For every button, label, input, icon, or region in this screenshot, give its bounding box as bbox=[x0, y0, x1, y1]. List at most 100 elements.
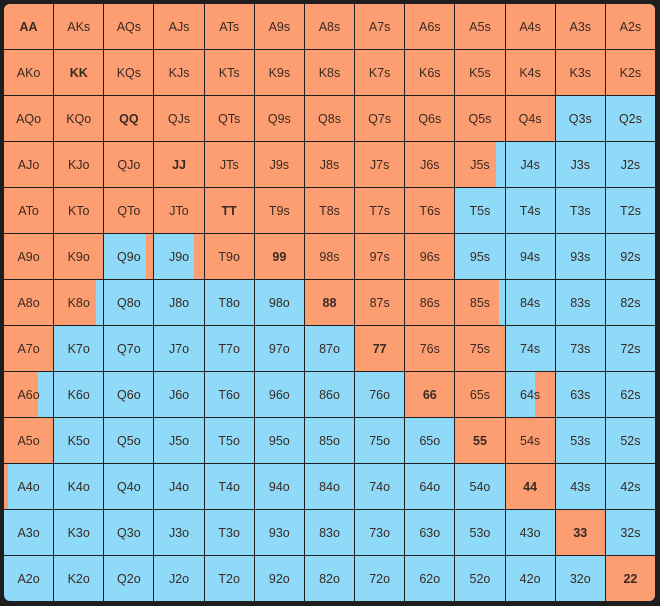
hand-cell-93s[interactable]: 93s bbox=[555, 234, 605, 279]
hand-cell-q4o[interactable]: Q4o bbox=[104, 464, 154, 509]
hand-cell-33[interactable]: 33 bbox=[555, 510, 605, 555]
hand-cell-72s[interactable]: 72s bbox=[605, 326, 655, 371]
hand-cell-93o[interactable]: 93o bbox=[254, 510, 304, 555]
hand-cell-kjo[interactable]: KJo bbox=[54, 142, 104, 187]
hand-cell-85o[interactable]: 85o bbox=[304, 418, 355, 463]
hand-cell-55[interactable]: 55 bbox=[455, 418, 505, 463]
hand-cell-82s[interactable]: 82s bbox=[605, 280, 655, 325]
hand-cell-a5s[interactable]: A5s bbox=[455, 4, 505, 49]
hand-cell-k2s[interactable]: K2s bbox=[605, 50, 655, 95]
hand-cell-a2o[interactable]: A2o bbox=[4, 556, 54, 601]
hand-cell-84o[interactable]: 84o bbox=[304, 464, 355, 509]
hand-cell-qts[interactable]: QTs bbox=[204, 96, 254, 141]
hand-cell-77[interactable]: 77 bbox=[355, 326, 405, 371]
hand-cell-74o[interactable]: 74o bbox=[355, 464, 405, 509]
hand-cell-65o[interactable]: 65o bbox=[405, 418, 455, 463]
hand-cell-k8s[interactable]: K8s bbox=[304, 50, 355, 95]
hand-cell-qjs[interactable]: QJs bbox=[154, 96, 204, 141]
hand-cell-99[interactable]: 99 bbox=[254, 234, 304, 279]
hand-cell-k5s[interactable]: K5s bbox=[455, 50, 505, 95]
hand-cell-jj[interactable]: JJ bbox=[154, 142, 204, 187]
hand-cell-qjo[interactable]: QJo bbox=[104, 142, 154, 187]
hand-cell-aa[interactable]: AA bbox=[4, 4, 54, 49]
hand-cell-85s[interactable]: 85s bbox=[455, 280, 505, 325]
hand-cell-42s[interactable]: 42s bbox=[605, 464, 655, 509]
hand-cell-62o[interactable]: 62o bbox=[405, 556, 455, 601]
hand-cell-j4o[interactable]: J4o bbox=[154, 464, 204, 509]
hand-cell-t8s[interactable]: T8s bbox=[304, 188, 355, 233]
hand-cell-kto[interactable]: KTo bbox=[54, 188, 104, 233]
hand-cell-53o[interactable]: 53o bbox=[455, 510, 505, 555]
hand-cell-t6s[interactable]: T6s bbox=[405, 188, 455, 233]
hand-cell-k4s[interactable]: K4s bbox=[505, 50, 555, 95]
hand-cell-a4o[interactable]: A4o bbox=[4, 464, 54, 509]
hand-cell-q5s[interactable]: Q5s bbox=[455, 96, 505, 141]
hand-cell-73s[interactable]: 73s bbox=[555, 326, 605, 371]
hand-cell-t2s[interactable]: T2s bbox=[605, 188, 655, 233]
hand-cell-q3o[interactable]: Q3o bbox=[104, 510, 154, 555]
hand-cell-52s[interactable]: 52s bbox=[605, 418, 655, 463]
hand-cell-k7o[interactable]: K7o bbox=[54, 326, 104, 371]
hand-cell-83s[interactable]: 83s bbox=[555, 280, 605, 325]
hand-cell-j9s[interactable]: J9s bbox=[254, 142, 304, 187]
hand-cell-a3s[interactable]: A3s bbox=[555, 4, 605, 49]
hand-cell-a8s[interactable]: A8s bbox=[304, 4, 355, 49]
hand-cell-63o[interactable]: 63o bbox=[405, 510, 455, 555]
hand-cell-54s[interactable]: 54s bbox=[505, 418, 555, 463]
hand-cell-76s[interactable]: 76s bbox=[405, 326, 455, 371]
hand-cell-kk[interactable]: KK bbox=[54, 50, 104, 95]
hand-cell-94o[interactable]: 94o bbox=[254, 464, 304, 509]
hand-cell-42o[interactable]: 42o bbox=[505, 556, 555, 601]
hand-cell-86s[interactable]: 86s bbox=[405, 280, 455, 325]
hand-cell-j3o[interactable]: J3o bbox=[154, 510, 204, 555]
hand-cell-62s[interactable]: 62s bbox=[605, 372, 655, 417]
hand-cell-32o[interactable]: 32o bbox=[555, 556, 605, 601]
hand-cell-87o[interactable]: 87o bbox=[304, 326, 355, 371]
hand-cell-k3s[interactable]: K3s bbox=[555, 50, 605, 95]
hand-cell-k3o[interactable]: K3o bbox=[54, 510, 104, 555]
hand-cell-t4o[interactable]: T4o bbox=[204, 464, 254, 509]
hand-cell-32s[interactable]: 32s bbox=[605, 510, 655, 555]
hand-cell-k6o[interactable]: K6o bbox=[54, 372, 104, 417]
hand-cell-j9o[interactable]: J9o bbox=[154, 234, 204, 279]
hand-cell-94s[interactable]: 94s bbox=[505, 234, 555, 279]
hand-cell-k7s[interactable]: K7s bbox=[355, 50, 405, 95]
hand-cell-75o[interactable]: 75o bbox=[355, 418, 405, 463]
hand-cell-75s[interactable]: 75s bbox=[455, 326, 505, 371]
hand-cell-t8o[interactable]: T8o bbox=[204, 280, 254, 325]
hand-cell-ato[interactable]: ATo bbox=[4, 188, 54, 233]
hand-cell-65s[interactable]: 65s bbox=[455, 372, 505, 417]
hand-cell-76o[interactable]: 76o bbox=[355, 372, 405, 417]
hand-cell-t7s[interactable]: T7s bbox=[355, 188, 405, 233]
hand-cell-t3s[interactable]: T3s bbox=[555, 188, 605, 233]
hand-cell-ajo[interactable]: AJo bbox=[4, 142, 54, 187]
hand-cell-j5o[interactable]: J5o bbox=[154, 418, 204, 463]
hand-cell-96s[interactable]: 96s bbox=[405, 234, 455, 279]
hand-cell-kqs[interactable]: KQs bbox=[104, 50, 154, 95]
hand-cell-k9o[interactable]: K9o bbox=[54, 234, 104, 279]
hand-cell-j7o[interactable]: J7o bbox=[154, 326, 204, 371]
hand-cell-a6s[interactable]: A6s bbox=[405, 4, 455, 49]
hand-cell-ajs[interactable]: AJs bbox=[154, 4, 204, 49]
hand-cell-a7s[interactable]: A7s bbox=[355, 4, 405, 49]
hand-cell-92s[interactable]: 92s bbox=[605, 234, 655, 279]
hand-cell-22[interactable]: 22 bbox=[605, 556, 655, 601]
hand-cell-98o[interactable]: 98o bbox=[254, 280, 304, 325]
hand-cell-t9s[interactable]: T9s bbox=[254, 188, 304, 233]
hand-cell-j7s[interactable]: J7s bbox=[355, 142, 405, 187]
hand-cell-q9o[interactable]: Q9o bbox=[104, 234, 154, 279]
hand-cell-64s[interactable]: 64s bbox=[505, 372, 555, 417]
hand-cell-a9s[interactable]: A9s bbox=[254, 4, 304, 49]
hand-cell-a3o[interactable]: A3o bbox=[4, 510, 54, 555]
hand-cell-87s[interactable]: 87s bbox=[355, 280, 405, 325]
hand-cell-95o[interactable]: 95o bbox=[254, 418, 304, 463]
hand-cell-qto[interactable]: QTo bbox=[104, 188, 154, 233]
hand-cell-t5s[interactable]: T5s bbox=[455, 188, 505, 233]
hand-cell-97s[interactable]: 97s bbox=[355, 234, 405, 279]
hand-cell-k2o[interactable]: K2o bbox=[54, 556, 104, 601]
hand-cell-a9o[interactable]: A9o bbox=[4, 234, 54, 279]
hand-cell-jts[interactable]: JTs bbox=[204, 142, 254, 187]
hand-cell-t2o[interactable]: T2o bbox=[204, 556, 254, 601]
hand-cell-t3o[interactable]: T3o bbox=[204, 510, 254, 555]
hand-cell-j4s[interactable]: J4s bbox=[505, 142, 555, 187]
